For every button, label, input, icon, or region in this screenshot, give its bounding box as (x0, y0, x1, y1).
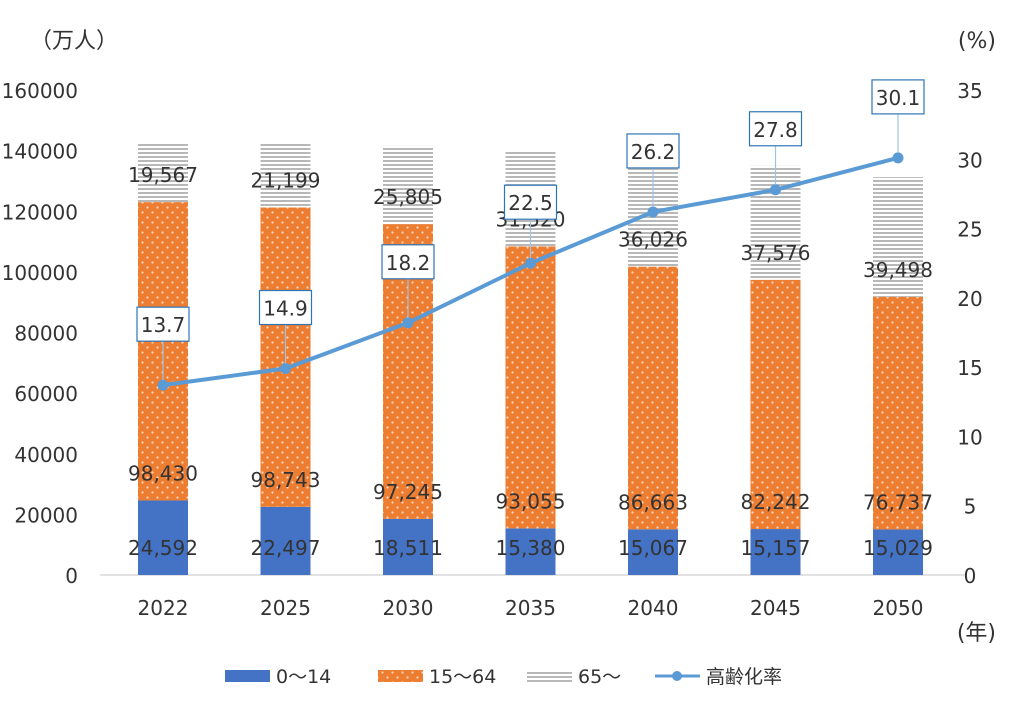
aging-rate-point (402, 317, 414, 329)
aging-rate-callout-box (503, 184, 558, 220)
left-tick-label: 0 (65, 564, 78, 588)
left-tick-label: 140000 (2, 140, 78, 164)
right-tick-label: 5 (964, 495, 977, 519)
x-axis-ticks: 2022 2025 2030 2035 2040 2045 2050 (138, 596, 924, 620)
left-tick-label: 20000 (14, 503, 78, 527)
bar-segment-65-plus (873, 177, 923, 297)
aging-rate-callout-box (136, 306, 190, 342)
bar-segment-65-plus (138, 142, 188, 203)
legend-label-aging-rate: 高齢化率 (706, 666, 782, 688)
bar-segment-15-64 (873, 296, 923, 530)
data-label-0-14: 15,067 (618, 536, 688, 560)
data-label-0-14: 18,511 (373, 536, 443, 560)
data-label-15-64: 97,245 (373, 480, 443, 504)
right-tick-label: 15 (957, 356, 982, 380)
aging-rate-callout-box (258, 289, 313, 326)
right-axis-label: (%) (958, 29, 996, 54)
x-tick-label: 2050 (873, 596, 924, 620)
x-tick-label: 2035 (505, 596, 556, 620)
bar-segment-15-64 (750, 279, 801, 530)
left-tick-label: 80000 (14, 322, 78, 346)
bar-segment-0-14 (873, 529, 923, 575)
aging-rate-callout-box (626, 133, 680, 169)
left-tick-label: 60000 (14, 382, 78, 406)
left-axis-label: （万人） (30, 29, 118, 54)
aging-rate-point (525, 257, 536, 269)
aging-rate-label: 22.5 (508, 191, 553, 215)
data-label-15-64: 76,737 (863, 490, 933, 514)
data-label-65-plus: 39,498 (863, 258, 933, 282)
aging-rate-label: 30.1 (876, 86, 921, 110)
bar-segment-15-64 (628, 266, 678, 530)
legend-swatch-15-64 (378, 670, 423, 682)
x-tick-label: 2025 (260, 596, 311, 620)
bar-segment-0-14 (750, 529, 801, 575)
data-label-0-14: 15,380 (496, 536, 566, 560)
right-tick-label: 35 (957, 79, 982, 103)
x-tick-label: 2040 (628, 596, 679, 620)
aging-rate-label: 14.9 (263, 297, 308, 321)
right-tick-label: 0 (964, 564, 977, 588)
x-tick-label: 2045 (750, 596, 801, 620)
aging-rate-label: 26.2 (631, 140, 676, 164)
aging-rate-callout-box (871, 79, 925, 115)
data-label-0-14: 22,497 (251, 536, 321, 560)
aging-rate-line-layer: 13.7 14.9 18.2 22.5 26.2 27.8 30.1 (136, 79, 925, 391)
x-tick-label: 2030 (383, 596, 434, 620)
data-label-15-64: 98,430 (128, 461, 198, 485)
legend-marker-aging-rate (672, 671, 682, 681)
bar-segment-65-plus (260, 143, 311, 208)
aging-rate-point (892, 152, 904, 164)
aging-rate-point (770, 184, 781, 196)
bar-segment-0-14 (260, 506, 311, 575)
left-axis-ticks: 0 20000 40000 60000 80000 100000 120000 140000 1… (2, 79, 78, 588)
data-label-0-14: 15,029 (863, 536, 933, 560)
bar-segment-0-14 (628, 529, 678, 575)
aging-rate-callout-box (381, 244, 435, 280)
legend-swatch-65-plus (527, 670, 572, 682)
bar-segment-65-plus (383, 145, 433, 225)
data-label-15-64: 98,743 (251, 468, 321, 492)
data-label-15-64: 82,242 (741, 490, 811, 514)
data-label-15-64: 86,663 (618, 490, 688, 514)
data-label-15-64: 93,055 (496, 489, 566, 513)
aging-rate-point (157, 379, 169, 391)
legend: 0〜14 15〜64 65〜 高齢化率 (225, 666, 782, 688)
legend-label-15-64: 15〜64 (429, 666, 496, 688)
data-label-65-plus: 37,576 (741, 241, 811, 265)
bar-segment-0-14 (383, 518, 433, 575)
stacked-bars: 24,592 98,430 19,567 22,497 98,743 21,199 18,5… (128, 142, 933, 575)
legend-label-65-plus: 65〜 (578, 666, 621, 688)
aging-rate-label: 27.8 (753, 118, 798, 142)
bar-segment-0-14 (505, 528, 556, 575)
data-label-65-plus: 36,026 (618, 228, 688, 252)
left-tick-label: 160000 (2, 79, 78, 103)
right-tick-label: 20 (957, 287, 982, 311)
data-label-0-14: 15,157 (741, 536, 811, 560)
x-tick-label: 2022 (138, 596, 189, 620)
legend-swatch-0-14 (225, 670, 270, 682)
aging-rate-point (280, 363, 291, 375)
left-tick-label: 120000 (2, 200, 78, 224)
x-axis-label: (年) (957, 621, 996, 646)
bar-segment-15-64 (505, 246, 556, 529)
left-tick-label: 40000 (14, 443, 78, 467)
right-tick-label: 25 (957, 218, 982, 242)
aging-rate-callout-box (748, 111, 803, 147)
left-tick-label: 100000 (2, 261, 78, 285)
aging-rate-label: 13.7 (141, 313, 186, 337)
right-tick-label: 30 (957, 148, 982, 172)
right-axis-ticks: 0 5 10 15 20 25 30 35 (957, 79, 982, 588)
aging-rate-label: 18.2 (386, 251, 431, 275)
right-tick-label: 10 (957, 425, 982, 449)
data-label-65-plus: 19,567 (128, 163, 198, 187)
data-label-65-plus: 25,805 (373, 185, 443, 209)
data-label-0-14: 24,592 (128, 536, 198, 560)
data-label-65-plus: 21,199 (251, 168, 321, 192)
bar-segment-0-14 (138, 500, 188, 575)
aging-rate-point (647, 206, 659, 218)
legend-label-0-14: 0〜14 (276, 666, 331, 688)
